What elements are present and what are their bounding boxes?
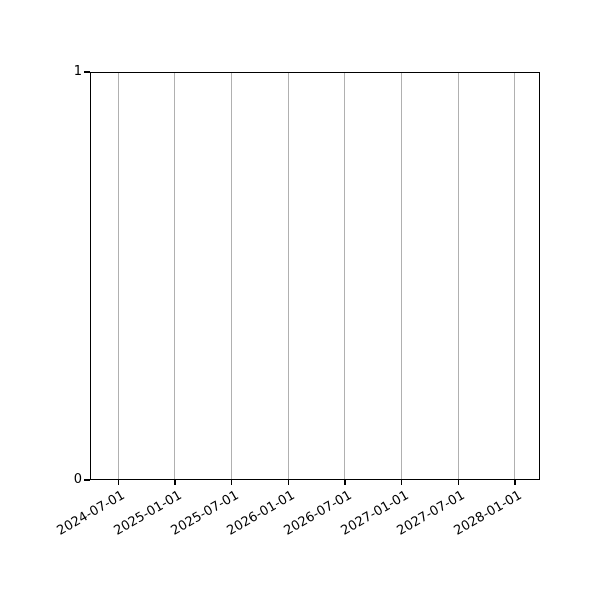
y-tick-mark [84, 479, 90, 481]
vertical-gridline [174, 73, 176, 479]
vertical-gridline [514, 73, 516, 479]
vertical-gridline [401, 73, 403, 479]
vertical-gridline [344, 73, 346, 479]
y-tick-label: 0 [73, 472, 82, 487]
plot-area [90, 72, 540, 480]
y-tick-mark [84, 71, 90, 73]
vertical-gridline [457, 73, 459, 479]
vertical-gridline [287, 73, 289, 479]
x-tick-mark [287, 480, 289, 485]
x-tick-mark [117, 480, 119, 485]
x-tick-mark [344, 480, 346, 485]
vertical-gridline [117, 73, 119, 479]
x-tick-mark [230, 480, 233, 485]
y-tick-label: 1 [73, 64, 82, 79]
x-tick-mark [401, 480, 403, 485]
vertical-gridline [231, 73, 233, 479]
x-tick-mark [457, 480, 459, 485]
x-tick-mark [514, 480, 516, 485]
x-tick-mark [174, 480, 176, 485]
